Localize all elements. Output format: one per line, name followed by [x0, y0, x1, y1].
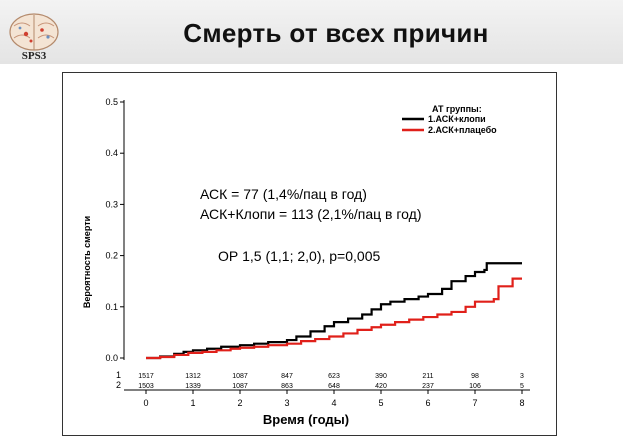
x-tick-label: 5	[378, 398, 383, 408]
slide-title: Смерть от всех причин	[183, 18, 489, 48]
risk-cell: 623	[328, 373, 340, 380]
x-tick-label: 0	[143, 398, 148, 408]
risk-cell: 420	[375, 383, 387, 390]
legend-title: АТ группы:	[432, 104, 482, 114]
chart-frame	[62, 72, 557, 436]
x-tick-label: 8	[519, 398, 524, 408]
y-axis-label: Вероятность смерти	[82, 216, 92, 308]
annotation-ask: АСК = 77 (1,4%/пац в год)	[200, 186, 367, 202]
series-layer	[146, 262, 522, 360]
legend-entry-series-2: 2.АСК+плацебо	[428, 125, 497, 135]
risk-row-label-2: 2	[116, 380, 121, 390]
risk-cell: 5	[520, 383, 524, 390]
x-ticks: 0 1 2 3 4 5 6 7 8	[143, 390, 525, 408]
x-tick-label: 2	[237, 398, 242, 408]
risk-cell: 211	[422, 373, 433, 380]
logo-label: SPS3	[21, 50, 47, 62]
y-tick-label: 0.0	[105, 353, 118, 363]
risk-cell: 98	[471, 373, 479, 380]
risk-cell: 1312	[185, 373, 201, 380]
risk-cell: 1339	[185, 383, 201, 390]
series-line-1	[146, 262, 522, 360]
annotation-hazard-ratio: ОР 1,5 (1,1; 2,0), p=0,005	[218, 248, 380, 264]
risk-cell: 863	[281, 383, 293, 390]
legend-entry-series-1: 1.АСК+клопи	[428, 114, 486, 124]
y-tick-label: 0.1	[105, 302, 118, 312]
risk-cell: 237	[422, 383, 434, 390]
x-tick-label: 1	[190, 398, 195, 408]
risk-table: 1517 1312 1087 847 623 390 211 98 3 1503 1339 1087 8…	[138, 373, 524, 390]
x-axis-label: Время (годы)	[263, 412, 349, 427]
risk-cell: 3	[520, 373, 524, 380]
risk-cell: 106	[469, 383, 481, 390]
brain-icon	[9, 13, 59, 51]
y-tick-label: 0.5	[105, 97, 118, 107]
y-tick-label: 0.2	[105, 251, 118, 261]
risk-cell: 1087	[232, 383, 248, 390]
y-tick-label: 0.4	[105, 148, 118, 158]
y-ticks: 0.0 0.1 0.2 0.3 0.4 0.5	[105, 97, 124, 363]
annotation-ask-klopi: АСК+Клопи = 113 (2,1%/пац в год)	[200, 206, 421, 222]
risk-cell: 1087	[232, 373, 248, 380]
x-tick-label: 7	[472, 398, 477, 408]
risk-cell: 648	[328, 383, 340, 390]
risk-row-label-1: 1	[116, 370, 121, 380]
x-tick-label: 3	[284, 398, 289, 408]
risk-cell: 390	[375, 373, 387, 380]
y-tick-label: 0.3	[105, 199, 118, 209]
risk-cell: 1517	[138, 373, 154, 380]
risk-cell: 847	[281, 373, 293, 380]
x-tick-label: 4	[331, 398, 336, 408]
sps3-logo	[4, 10, 64, 64]
header-band	[0, 0, 623, 64]
series-line-2	[146, 277, 522, 360]
x-tick-label: 6	[425, 398, 430, 408]
risk-cell: 1503	[138, 383, 154, 390]
